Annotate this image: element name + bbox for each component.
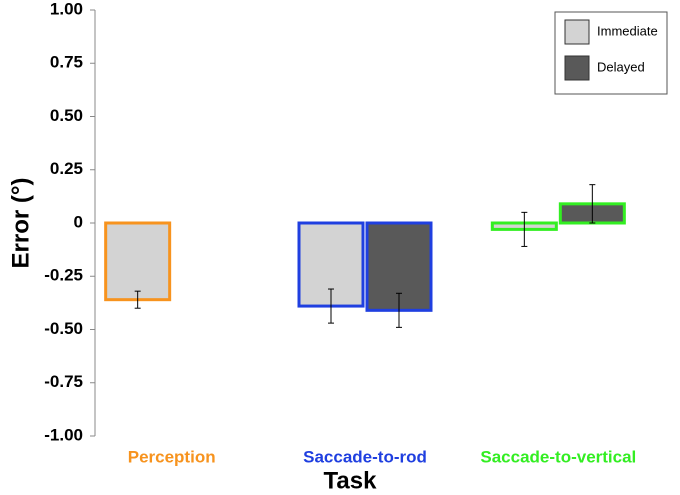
x-tick-label: Perception — [128, 447, 216, 466]
y-tick-label: 0.50 — [50, 106, 83, 125]
legend-label: Delayed — [597, 59, 645, 74]
y-tick-label: -1.00 — [44, 425, 83, 444]
x-tick-label: Saccade-to-vertical — [480, 447, 636, 466]
y-axis-title: Error (°) — [7, 178, 34, 269]
y-tick-label: -0.50 — [44, 319, 83, 338]
legend-label: Immediate — [597, 23, 658, 38]
y-tick-label: 1.00 — [50, 0, 83, 18]
y-tick-label: -0.25 — [44, 266, 83, 285]
x-tick-label: Saccade-to-rod — [303, 447, 427, 466]
y-tick-label: -0.75 — [44, 372, 83, 391]
x-axis-title: Task — [324, 467, 378, 494]
y-tick-label: 0.25 — [50, 159, 83, 178]
y-tick-label: 0 — [74, 212, 83, 231]
legend-swatch — [564, 19, 590, 45]
legend-swatch — [564, 55, 590, 81]
bar — [104, 221, 172, 302]
y-tick-label: 0.75 — [50, 53, 83, 72]
